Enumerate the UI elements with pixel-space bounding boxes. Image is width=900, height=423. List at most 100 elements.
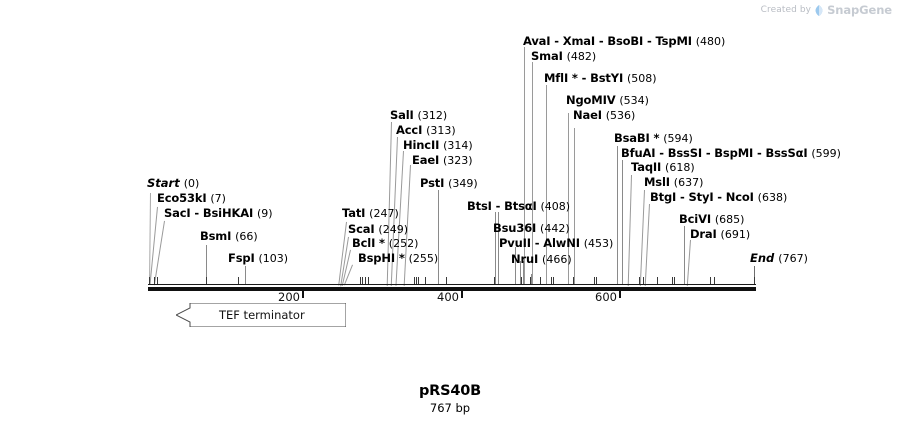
site-name-bcli: BclI * [352, 236, 385, 250]
site-pos-saci-bsihkai: (9) [256, 207, 273, 220]
site-name-btsi-btsai: BtsI - BtsαI [467, 199, 537, 213]
site-name-avai-xmai-bsobi-tspmi: AvaI - XmaI - BsoBI - TspMI [523, 34, 692, 48]
site-tick-pvuii [530, 277, 531, 285]
site-pos-naei: (536) [605, 109, 636, 122]
site-label-eaei: EaeI (323) [412, 153, 473, 168]
site-label-bcli: BclI * (252) [352, 236, 419, 251]
leader-line-psti [438, 190, 439, 285]
site-tick-btgi [674, 277, 675, 285]
site-name-saci-bsihkai: SacI - BsiHKAI [164, 206, 254, 220]
site-label-nrui: NruI (466) [511, 253, 572, 267]
sequence-line-main [148, 287, 756, 291]
site-label-bsu36i: Bsu36I (442) [493, 222, 570, 236]
site-label-smai: SmaI (482) [531, 50, 597, 64]
site-name-fspi: FspI [228, 251, 255, 265]
site-name-msli: MslI [644, 175, 670, 189]
site-name-taqii: TaqII [631, 160, 662, 174]
site-name-acci: AccI [396, 123, 423, 137]
feature-label-tef-terminator: TEF terminator [219, 308, 305, 322]
plasmid-name: pRS40B [418, 383, 482, 399]
site-label-naei: NaeI (536) [573, 108, 636, 123]
snapgene-watermark: Created by SnapGene [761, 3, 893, 17]
site-tick-eco53ki [154, 277, 155, 285]
leader-line-end [754, 266, 755, 285]
site-label-bsphi: BspHI * (255) [358, 252, 439, 266]
site-pos-bsmi: (66) [235, 230, 258, 243]
site-label-avai-xmai-bsobi-tspmi: AvaI - XmaI - BsoBI - TspMI (480) [523, 34, 725, 49]
site-pos-btgi-styi-ncoi: (638) [757, 191, 788, 204]
site-pos-taqii: (618) [665, 161, 695, 174]
leader-line-bsabi [617, 146, 618, 285]
site-tick-bsphi [368, 277, 369, 285]
leader-line-mfli [546, 85, 547, 285]
site-pos-bsphi: (255) [408, 252, 439, 265]
site-label-drai: DraI (691) [690, 228, 751, 242]
leader-line-naei [574, 128, 575, 285]
site-tick-drai [714, 277, 715, 285]
site-tick-ngomiv [594, 277, 595, 285]
leader-line-ngomiv [568, 113, 569, 285]
site-name-ngomiv: NgoMIV [566, 93, 616, 107]
site-tick-end [754, 277, 755, 285]
site-tick-mfli [573, 277, 574, 285]
site-tick-taqii [657, 277, 658, 285]
site-pos-bcli: (252) [388, 237, 419, 250]
site-label-bsabi: BsaBI * (594) [614, 131, 693, 146]
site-pos-bcivi: (685) [714, 213, 745, 226]
site-name-scai: ScaI [348, 222, 375, 236]
site-name-mfli-bstyi: MflI * - BstYI [544, 71, 624, 85]
site-tick-saci [157, 277, 158, 285]
leader-line-smai [532, 62, 533, 285]
site-label-saci-bsihkai: SacI - BsiHKAI (9) [164, 206, 273, 221]
site-pos-msli: (637) [673, 176, 704, 189]
site-label-scai: ScaI (249) [348, 222, 408, 237]
site-tick-bsu36i [521, 277, 522, 285]
leader-line-bcivi [684, 226, 685, 285]
ruler-tick-200 [302, 291, 304, 298]
leader-line-taqii [627, 174, 632, 286]
site-name-bfuai-bsssi-bspmi-bsssai: BfuAI - BssSI - BspMI - BssSαI [621, 146, 808, 160]
site-tick-avai [551, 277, 552, 285]
site-tick-acci [416, 277, 417, 285]
site-label-msli: MslI (637) [644, 175, 704, 190]
ruler-label-600: 600 [595, 290, 617, 304]
site-tick-tati [360, 277, 361, 285]
site-pos-start: (0) [183, 177, 200, 190]
site-tick-eaei [425, 277, 426, 285]
site-tick-hincii [418, 277, 419, 285]
site-name-bsabi: BsaBI * [614, 131, 660, 145]
site-label-btsi-btsai: BtsI - BtsαI (408) [467, 199, 570, 214]
site-tick-bcivi [710, 277, 711, 285]
site-tick-naei [596, 277, 597, 285]
site-pos-smai: (482) [566, 50, 597, 63]
site-name-start: Start [147, 176, 180, 190]
leader-line-btsi-a [495, 212, 496, 285]
site-tick-sali [414, 277, 415, 285]
site-pos-pvuii-alwni: (453) [583, 237, 614, 250]
site-label-end: End (767) [750, 252, 808, 266]
site-label-bsmi: BsmI (66) [200, 230, 258, 244]
site-tick-psti [446, 277, 447, 285]
ruler-tick-400 [461, 291, 463, 298]
leader-line-alwni [523, 261, 524, 285]
site-name-eaei: EaeI [412, 153, 440, 167]
leader-line-bsu36i [515, 247, 516, 285]
site-name-sali: SalI [390, 108, 414, 122]
site-pos-fspi: (103) [258, 252, 289, 265]
site-tick-msli [672, 277, 673, 285]
site-label-eco53ki: Eco53kI (7) [157, 192, 226, 206]
site-label-bcivi: BciVI (685) [679, 213, 745, 227]
site-pos-drai: (691) [720, 228, 751, 241]
leader-line-nrui [531, 274, 532, 285]
site-label-acci: AccI (313) [396, 123, 456, 138]
site-pos-acci: (313) [426, 124, 456, 137]
site-name-pvuii-alwni: PvuII - AlwNI [499, 236, 580, 250]
site-pos-tati: (247) [369, 207, 399, 220]
site-name-naei: NaeI [573, 108, 602, 122]
watermark-brand: SnapGene [827, 3, 892, 17]
site-tick-fspi [238, 277, 239, 285]
site-label-taqii: TaqII (618) [631, 160, 695, 175]
site-label-bfuai-bsssi-bspmi-bsssai: BfuAI - BssSI - BspMI - BssSαI (599) [621, 146, 841, 161]
site-pos-eaei: (323) [442, 154, 473, 167]
site-label-mfli-bstyi: MflI * - BstYI (508) [544, 71, 657, 86]
